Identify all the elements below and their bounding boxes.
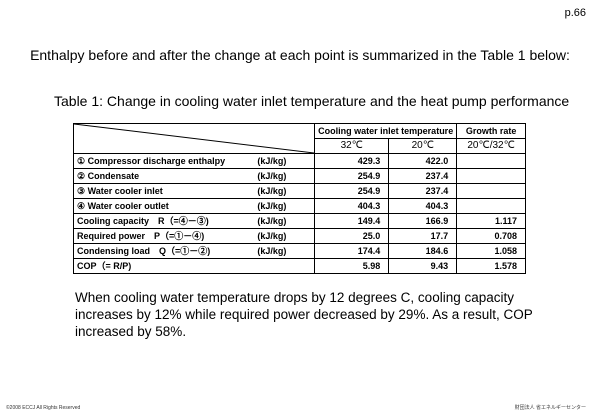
row-label: ② Condensate (73, 168, 258, 184)
col-32c-header: 32℃ (314, 138, 390, 154)
value-32c: 254.9 (314, 168, 390, 184)
table-row: ③ Water cooler inlet (kJ/kg) 254.9 237.4 (73, 183, 526, 199)
table-row: Required power P（=①－④) (kJ/kg) 25.0 17.7… (73, 228, 526, 244)
growth-rate: 1.578 (456, 258, 526, 274)
row-label: COP（= R/P) (73, 258, 258, 274)
value-32c: 149.4 (314, 213, 390, 229)
page-number: p.66 (564, 7, 586, 19)
growth-rate: 1.117 (456, 213, 526, 229)
cooling-water-temp-header: Cooling water inlet temperature (314, 123, 458, 139)
row-label: ④ Water cooler outlet (73, 198, 258, 214)
value-32c: 174.4 (314, 243, 390, 259)
value-32c: 254.9 (314, 183, 390, 199)
growth-rate: 1.058 (456, 243, 526, 259)
growth-rate: 0.708 (456, 228, 526, 244)
performance-table: Cooling water inlet temperature Growth r… (72, 123, 526, 274)
row-unit: (kJ/kg) (257, 168, 316, 184)
row-label: Cooling capacity R（=④－③) (73, 213, 258, 229)
table-row: COP（= R/P) 5.98 9.43 1.578 (73, 258, 526, 274)
table-row: ④ Water cooler outlet (kJ/kg) 404.3 404.… (73, 198, 526, 214)
table-row: ② Condensate (kJ/kg) 254.9 237.4 (73, 168, 526, 184)
growth-rate (456, 198, 526, 214)
col-20c-header: 20℃ (388, 138, 458, 154)
table-row: Condensing load Q（=①－②) (kJ/kg) 174.4 18… (73, 243, 526, 259)
organization-logo: 財団法人 省エネルギーセンター (514, 405, 586, 411)
value-20c: 422.0 (388, 153, 458, 169)
copyright-notice: ©2008 ECCJ All Rights Reserved (6, 405, 81, 411)
growth-rate (456, 153, 526, 169)
table-caption: Table 1: Change in cooling water inlet t… (54, 93, 570, 109)
conclusion-text: When cooling water temperature drops by … (75, 290, 533, 339)
diagonal-header-cell (72, 123, 316, 154)
table-row: ① Compressor discharge enthalpy (kJ/kg) … (73, 153, 526, 169)
table-row: Cooling capacity R（=④－③) (kJ/kg) 149.4 1… (73, 213, 526, 229)
row-unit: (kJ/kg) (257, 213, 316, 229)
diagonal-line (74, 124, 314, 153)
row-label: Required power P（=①－④) (73, 228, 258, 244)
value-20c: 166.9 (388, 213, 458, 229)
table-header-row-2: 32℃ 20℃ 20℃/32℃ (74, 138, 526, 154)
row-unit (257, 258, 316, 274)
value-32c: 429.3 (314, 153, 390, 169)
value-32c: 404.3 (314, 198, 390, 214)
row-unit: (kJ/kg) (257, 153, 316, 169)
value-20c: 184.6 (388, 243, 458, 259)
row-unit: (kJ/kg) (257, 243, 316, 259)
row-unit: (kJ/kg) (257, 198, 316, 214)
intro-text: Enthalpy before and after the change at … (30, 47, 570, 63)
row-unit: (kJ/kg) (257, 228, 316, 244)
value-20c: 404.3 (388, 198, 458, 214)
row-label: ① Compressor discharge enthalpy (73, 153, 258, 169)
growth-rate (456, 183, 526, 199)
value-32c: 25.0 (314, 228, 390, 244)
value-20c: 237.4 (388, 183, 458, 199)
value-20c: 237.4 (388, 168, 458, 184)
col-ratio-header: 20℃/32℃ (456, 138, 526, 154)
growth-rate (456, 168, 526, 184)
row-label: Condensing load Q（=①－②) (73, 243, 258, 259)
table-header-row-1: Cooling water inlet temperature Growth r… (72, 123, 526, 154)
value-20c: 17.7 (388, 228, 458, 244)
value-32c: 5.98 (314, 258, 390, 274)
growth-rate-header: Growth rate (456, 123, 526, 139)
row-label: ③ Water cooler inlet (73, 183, 258, 199)
row-unit: (kJ/kg) (257, 183, 316, 199)
value-20c: 9.43 (388, 258, 458, 274)
